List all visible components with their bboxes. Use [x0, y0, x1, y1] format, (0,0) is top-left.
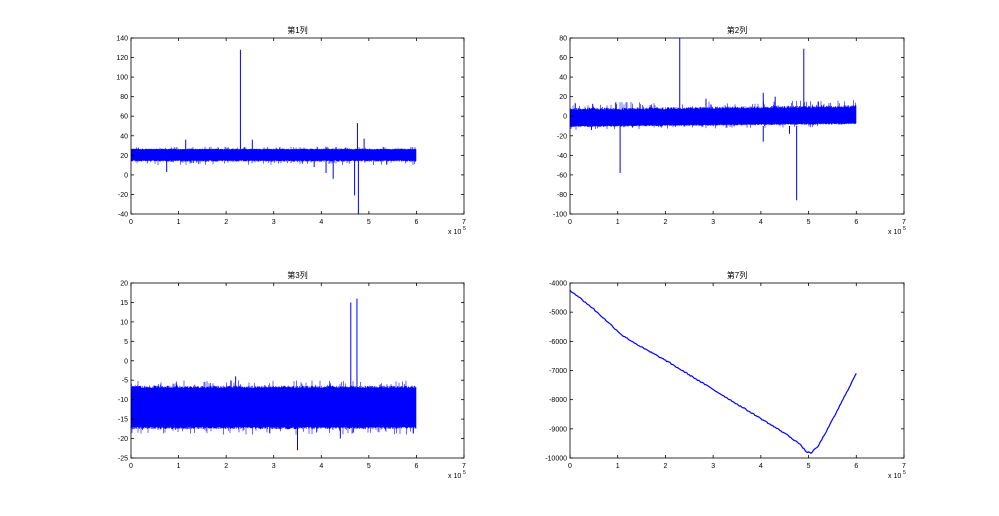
signal-band — [570, 100, 857, 130]
y-tick-label: -8000 — [549, 397, 567, 404]
x-tick-label: 6 — [414, 463, 418, 470]
y-tick-label: -40 — [118, 212, 128, 219]
y-tick-label: 40 — [559, 75, 567, 82]
y-tick-label: 0 — [124, 358, 128, 365]
y-tick-label: 140 — [116, 36, 128, 43]
y-tick-label: -100 — [553, 212, 567, 219]
signal-band — [131, 146, 417, 166]
y-tick-label: 40 — [120, 133, 128, 140]
y-tick-label: -10000 — [545, 456, 567, 463]
x-tick-label: 4 — [759, 463, 763, 470]
y-tick-label: -20 — [118, 192, 128, 199]
y-tick-label: 10 — [120, 319, 128, 326]
y-tick-label: 20 — [120, 281, 128, 288]
x-tick-label: 0 — [129, 219, 133, 226]
x-tick-label: 2 — [224, 219, 228, 226]
y-tick-label: 20 — [559, 94, 567, 101]
y-tick-label: -9000 — [549, 426, 567, 433]
x-tick-label: 2 — [663, 463, 667, 470]
x-tick-label: 0 — [129, 463, 133, 470]
x-tick-label: 6 — [854, 219, 858, 226]
y-tick-label: 60 — [120, 114, 128, 121]
series-line — [570, 289, 857, 455]
x-tick-label: 7 — [462, 219, 466, 226]
x-tick-label: 0 — [568, 463, 572, 470]
y-tick-label: -25 — [118, 456, 128, 463]
y-tick-label: -7000 — [549, 368, 567, 375]
plot-area — [131, 49, 417, 214]
y-tick-label: 120 — [116, 55, 128, 62]
y-tick-label: 20 — [120, 153, 128, 160]
x-tick-label: 2 — [224, 463, 228, 470]
x-tick-label: 6 — [414, 219, 418, 226]
x-tick-label: 1 — [616, 463, 620, 470]
x-tick-label: 7 — [902, 463, 906, 470]
x-tick-label: 5 — [807, 463, 811, 470]
y-tick-label: -40 — [557, 153, 567, 160]
y-tick-label: -20 — [118, 436, 128, 443]
y-tick-label: 15 — [120, 300, 128, 307]
x-tick-label: 3 — [711, 463, 715, 470]
subplot-4: 0 1 2 3 4 5 6 7 -10000 -9000 -8000 -7000 -6000 -5000 -… — [545, 270, 906, 480]
y-tick-label: -20 — [557, 133, 567, 140]
y-tick-label: -5000 — [549, 310, 567, 317]
x-tick-label: 4 — [759, 219, 763, 226]
plot-area — [570, 289, 857, 455]
x-tick-label: 5 — [367, 463, 371, 470]
subplot-title: 第2列 — [727, 25, 747, 35]
x-multiplier-label: x 10 — [448, 229, 461, 236]
x-tick-label: 6 — [854, 463, 858, 470]
x-tick-label: 7 — [902, 219, 906, 226]
x-multiplier-exponent: 5 — [903, 226, 906, 232]
x-tick-label: 2 — [663, 219, 667, 226]
y-tick-label: 80 — [120, 94, 128, 101]
x-tick-label: 7 — [462, 463, 466, 470]
y-tick-label: -15 — [118, 417, 128, 424]
x-tick-label: 4 — [319, 463, 323, 470]
x-multiplier-exponent: 5 — [463, 226, 466, 232]
subplot-title: 第3列 — [287, 270, 307, 280]
x-tick-label: 1 — [177, 463, 181, 470]
plot-area — [570, 38, 857, 201]
axes-frame — [569, 37, 905, 215]
axes-frame — [130, 282, 465, 459]
signal-band — [131, 380, 417, 435]
x-tick-label: 1 — [616, 219, 620, 226]
x-tick-label: 1 — [177, 219, 181, 226]
x-tick-label: 3 — [272, 219, 276, 226]
y-tick-label: 100 — [116, 75, 128, 82]
x-multiplier-label: x 10 — [448, 473, 461, 480]
y-tick-label: -60 — [557, 172, 567, 179]
y-tick-label: -10 — [118, 397, 128, 404]
y-tick-label: 0 — [563, 114, 567, 121]
y-tick-label: -6000 — [549, 339, 567, 346]
x-multiplier-exponent: 5 — [463, 470, 466, 476]
x-tick-label: 3 — [711, 219, 715, 226]
y-tick-label: 5 — [124, 339, 128, 346]
x-multiplier-label: x 10 — [888, 229, 901, 236]
y-tick-label: 0 — [124, 172, 128, 179]
y-tick-label: 80 — [559, 36, 567, 43]
x-tick-label: 5 — [367, 219, 371, 226]
x-tick-label: 5 — [807, 219, 811, 226]
axes-frame — [130, 37, 465, 215]
plot-area — [131, 298, 417, 451]
subplot-title: 第1列 — [287, 25, 307, 35]
y-tick-label: 60 — [559, 55, 567, 62]
x-tick-label: 4 — [319, 219, 323, 226]
subplot-title: 第7列 — [727, 270, 747, 280]
x-multiplier-exponent: 5 — [903, 470, 906, 476]
y-tick-label: -4000 — [549, 281, 567, 288]
y-tick-label: -5 — [122, 378, 128, 385]
x-multiplier-label: x 10 — [888, 473, 901, 480]
x-tick-label: 0 — [568, 219, 572, 226]
y-tick-label: -80 — [557, 192, 567, 199]
x-tick-label: 3 — [272, 463, 276, 470]
